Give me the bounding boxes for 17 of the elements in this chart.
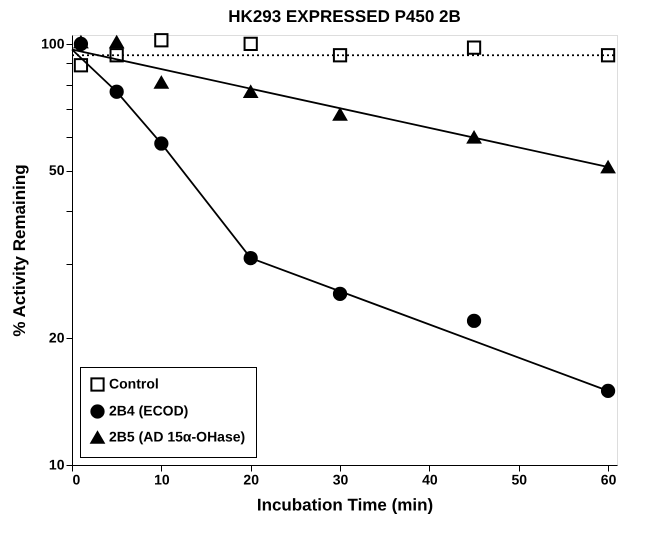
y-axis-title: % Activity Remaining [10,164,30,337]
legend-label: 2B4 (ECOD) [109,402,188,418]
x-axis-title: Incubation Time (min) [256,496,434,514]
legend-label: Control [109,376,159,392]
x-tick-label: 60 [600,472,617,488]
x-tick-label: 10 [154,472,170,488]
y-tick-label: 100 [41,35,65,52]
x-tick-label: 50 [511,472,528,488]
x-tick-label: 30 [332,472,349,488]
y-tick-label: 20 [48,330,65,346]
x-tick-label: 40 [422,472,438,488]
x-tick-label: 0 [72,472,80,488]
x-tick-label: 20 [243,472,260,488]
y-tick-label: 50 [48,162,65,178]
y-tick-label: 10 [48,456,65,472]
chart-title: HK293 EXPRESSED P450 2B [228,7,461,26]
legend-label: 2B5 (AD 15α-OHase) [109,428,246,444]
